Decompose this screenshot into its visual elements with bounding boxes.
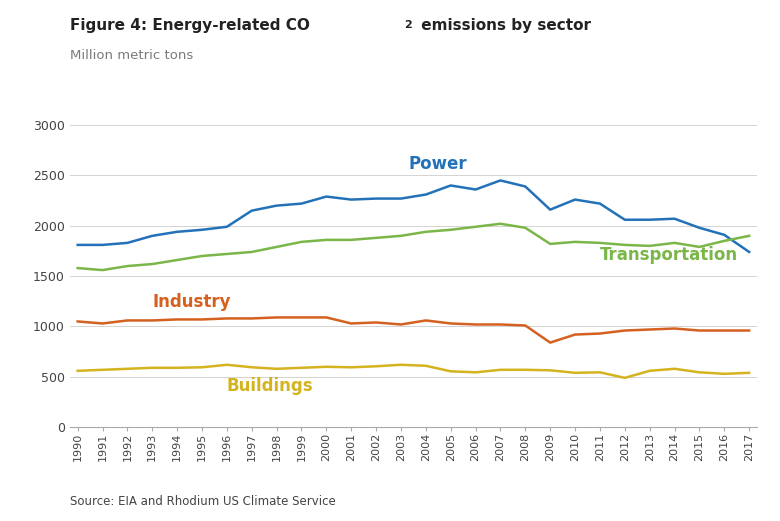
Text: Million metric tons: Million metric tons (70, 49, 193, 63)
Text: Power: Power (409, 155, 467, 173)
Text: Transportation: Transportation (600, 246, 738, 264)
Text: Buildings: Buildings (227, 377, 314, 395)
Text: 2: 2 (404, 20, 412, 30)
Text: Industry: Industry (152, 293, 231, 312)
Text: Figure 4: Energy-related CO: Figure 4: Energy-related CO (70, 18, 310, 33)
Text: emissions by sector: emissions by sector (416, 18, 590, 33)
Text: Source: EIA and Rhodium US Climate Service: Source: EIA and Rhodium US Climate Servi… (70, 495, 336, 508)
